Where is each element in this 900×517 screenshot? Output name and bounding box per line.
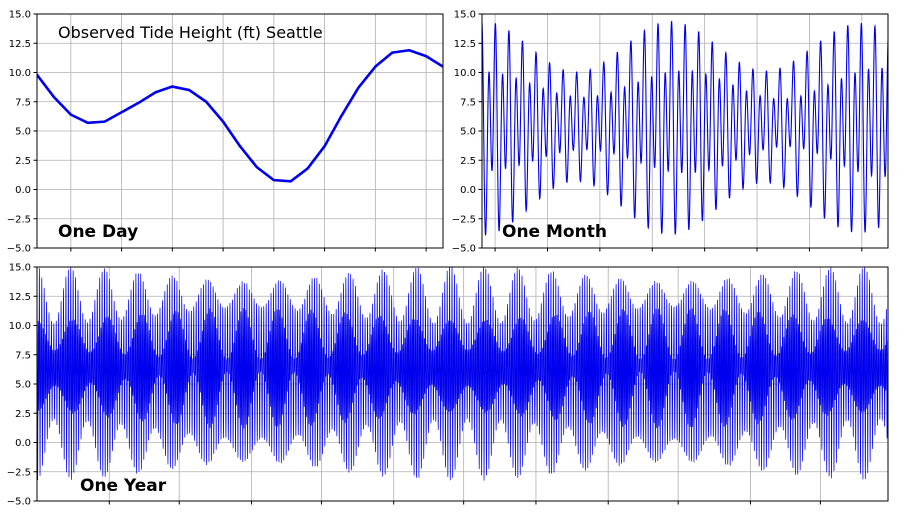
- month-ytick-label: −2.5: [452, 214, 476, 225]
- month-grid: [482, 13, 888, 249]
- day-grid: [37, 13, 443, 249]
- year-ytick-label: −2.5: [7, 467, 31, 478]
- year-ytick-label: 15.0: [9, 263, 31, 274]
- figure-title: Observed Tide Height (ft) Seattle: [58, 23, 323, 42]
- month-ytick-label: 7.5: [460, 97, 476, 108]
- day-ytick-label: −5.0: [7, 244, 31, 255]
- month-ytick-label: 2.5: [460, 156, 476, 167]
- year-tide-line: [37, 267, 888, 481]
- year-panel-label: One Year: [80, 476, 167, 496]
- month-ytick-label: 0.0: [460, 185, 476, 196]
- month-ytick-label: 5.0: [460, 127, 476, 138]
- day-ytick-label: 5.0: [15, 127, 31, 138]
- year-ytick-label: 2.5: [15, 409, 31, 420]
- month-chart-panel: −5.0 −2.5 0.0 2.5 5.0 7.5 10.0 12.5 15.0 One Mon…: [452, 10, 889, 255]
- year-ytick-label: 12.5: [9, 292, 31, 303]
- day-ytick-label: 2.5: [15, 156, 31, 167]
- day-chart-panel: −5.0 −2.5 0.0 2.5 5.0 7.5 10.0 12.5 15.0 Observe…: [7, 10, 444, 255]
- day-tide-line: [37, 48, 443, 183]
- month-ytick-label: −5.0: [452, 244, 476, 255]
- year-ytick-label: 7.5: [15, 350, 31, 361]
- year-ytick-label: −5.0: [7, 497, 31, 508]
- month-tide-line: [482, 20, 888, 236]
- year-chart-panel: −5.0 −2.5 0.0 2.5 5.0 7.5 10.0 12.5 15.0 One Yea…: [7, 263, 889, 508]
- year-ytick-label: 5.0: [15, 380, 31, 391]
- year-ticks: −5.0 −2.5 0.0 2.5 5.0 7.5 10.0 12.5 15.0: [7, 263, 821, 508]
- year-ytick-label: 10.0: [9, 321, 31, 332]
- month-ytick-label: 10.0: [454, 68, 476, 79]
- month-panel-label: One Month: [502, 222, 607, 242]
- day-ytick-label: 15.0: [9, 10, 31, 21]
- day-ticks: −5.0 −2.5 0.0 2.5 5.0 7.5 10.0 12.5 15.0: [7, 10, 427, 255]
- year-ytick-label: 0.0: [15, 438, 31, 449]
- day-ytick-label: 7.5: [15, 97, 31, 108]
- day-ytick-label: 10.0: [9, 68, 31, 79]
- day-ytick-label: 12.5: [9, 39, 31, 50]
- month-ytick-label: 12.5: [454, 39, 476, 50]
- day-panel-label: One Day: [58, 222, 138, 242]
- month-ticks: −5.0 −2.5 0.0 2.5 5.0 7.5 10.0 12.5 15.0: [452, 10, 863, 255]
- month-ytick-label: 15.0: [454, 10, 476, 21]
- day-ytick-label: −2.5: [7, 214, 31, 225]
- day-ytick-label: 0.0: [15, 185, 31, 196]
